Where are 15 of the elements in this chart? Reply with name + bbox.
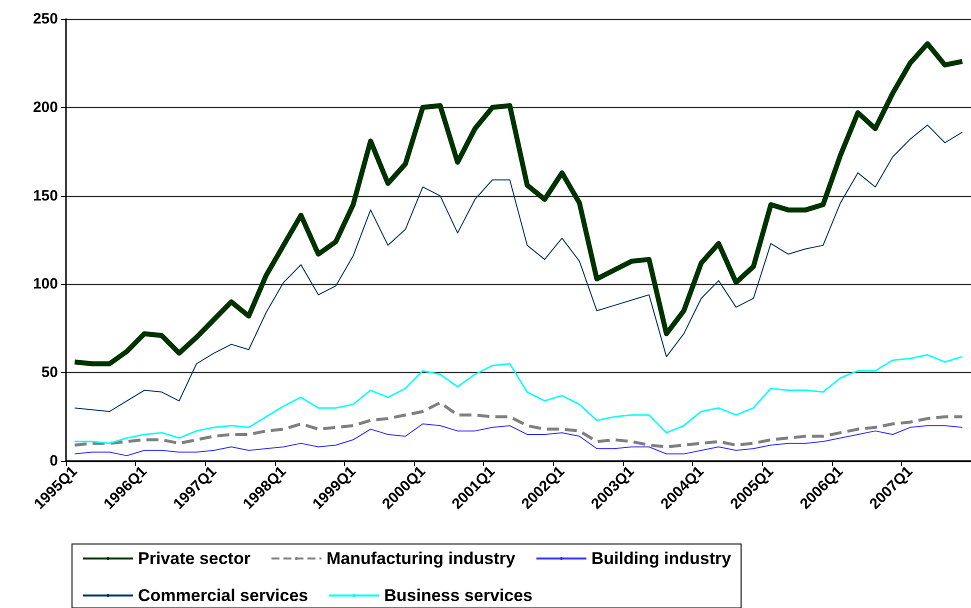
y-tick-label: 100: [32, 276, 58, 293]
y-tick-label: 150: [32, 187, 58, 204]
legend-label: Business services: [384, 586, 532, 605]
y-tick-label: 50: [41, 364, 58, 382]
line-series: [74, 423, 963, 456]
y-tick-label: 0: [50, 452, 58, 470]
line-series: [73, 401, 964, 448]
legend-label: Commercial services: [138, 586, 308, 605]
line-series: [74, 354, 964, 444]
y-tick-label: 250: [32, 10, 58, 28]
legend-label: Manufacturing industry: [326, 549, 516, 568]
y-tick-label: 200: [32, 98, 58, 116]
legend-label: Building industry: [591, 549, 732, 568]
legend-label: Private sector: [138, 549, 251, 568]
line-series: [74, 124, 963, 412]
